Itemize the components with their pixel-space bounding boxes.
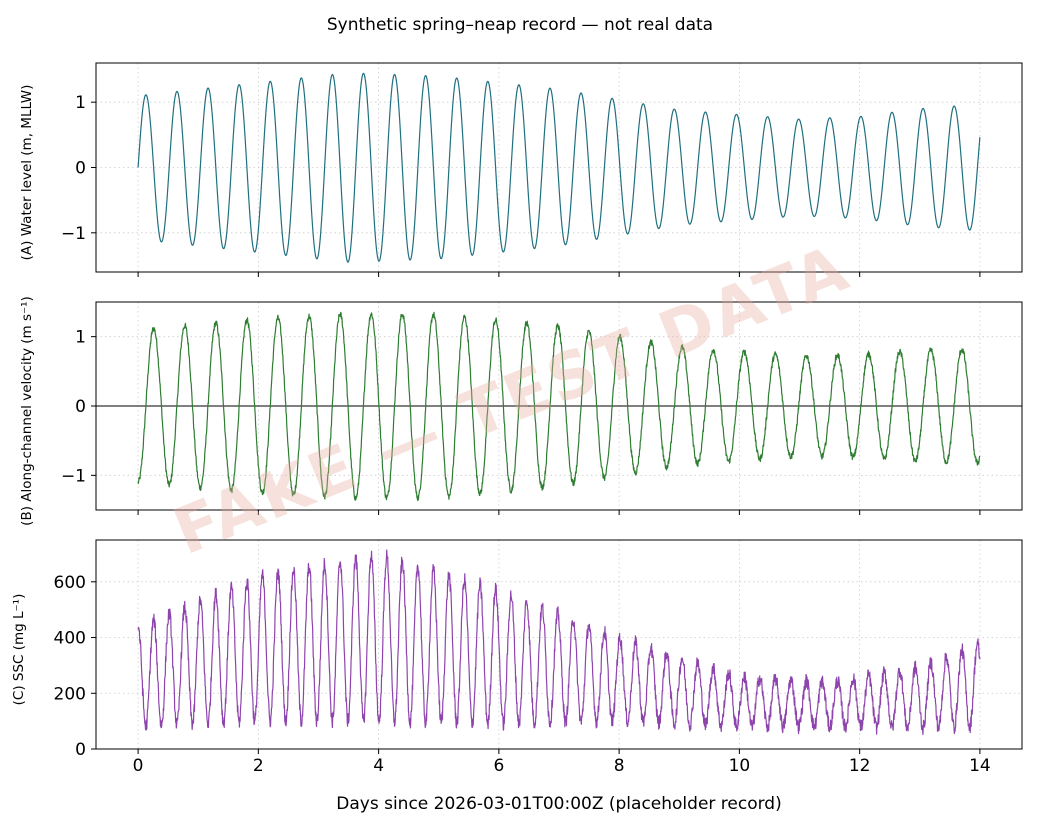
x-tick-label: 2: [253, 756, 264, 776]
panel-a-water-level: −1 0 1 (A) Water level (m, MLLW): [19, 62, 1023, 277]
y-tick-label: 0: [75, 159, 86, 179]
x-tick-label: 12: [849, 756, 871, 776]
x-tick-label: 6: [493, 756, 504, 776]
x-tick-label: 8: [614, 756, 625, 776]
figure-title: Synthetic spring–neap record — not real …: [327, 15, 713, 35]
series-line: [137, 72, 981, 263]
panel-c-ssc: 0 2 4 6 8 10 12 14 0 200 400 600 (C) SSC (mg L⁻¹): [11, 539, 1023, 776]
grid-lines: [96, 63, 1022, 272]
panel-b-velocity: −1 0 1 (B) Along-channel velocity (m s⁻¹): [19, 296, 1023, 526]
y-tick-label: 200: [54, 684, 86, 704]
y-axis-label: (A) Water level (m, MLLW): [19, 85, 35, 261]
y-tick-label: 0: [75, 397, 86, 417]
y-tick-label: 1: [75, 328, 86, 348]
y-tick-label: −1: [61, 224, 86, 244]
x-tick-label: 14: [969, 756, 991, 776]
y-tick-label: 400: [54, 629, 86, 649]
y-tick-label: −1: [61, 466, 86, 486]
axes-frame: [95, 539, 1023, 750]
axes-frame: [95, 62, 1023, 273]
y-tick-label: 600: [54, 573, 86, 593]
series-line: [137, 549, 981, 736]
y-tick-label: 0: [75, 740, 86, 760]
x-tick-label: 4: [373, 756, 384, 776]
y-axis-label: (B) Along-channel velocity (m s⁻¹): [19, 296, 35, 526]
x-tick-label: 10: [729, 756, 751, 776]
x-tick-label: 0: [133, 756, 144, 776]
series-line: [137, 311, 981, 502]
x-axis-label: Days since 2026-03-01T00:00Z (placeholde…: [336, 794, 781, 814]
watermark-text: FAKE — TEST DATA: [164, 231, 860, 570]
y-axis-label: (C) SSC (mg L⁻¹): [11, 594, 27, 706]
y-tick-label: 1: [75, 93, 86, 113]
